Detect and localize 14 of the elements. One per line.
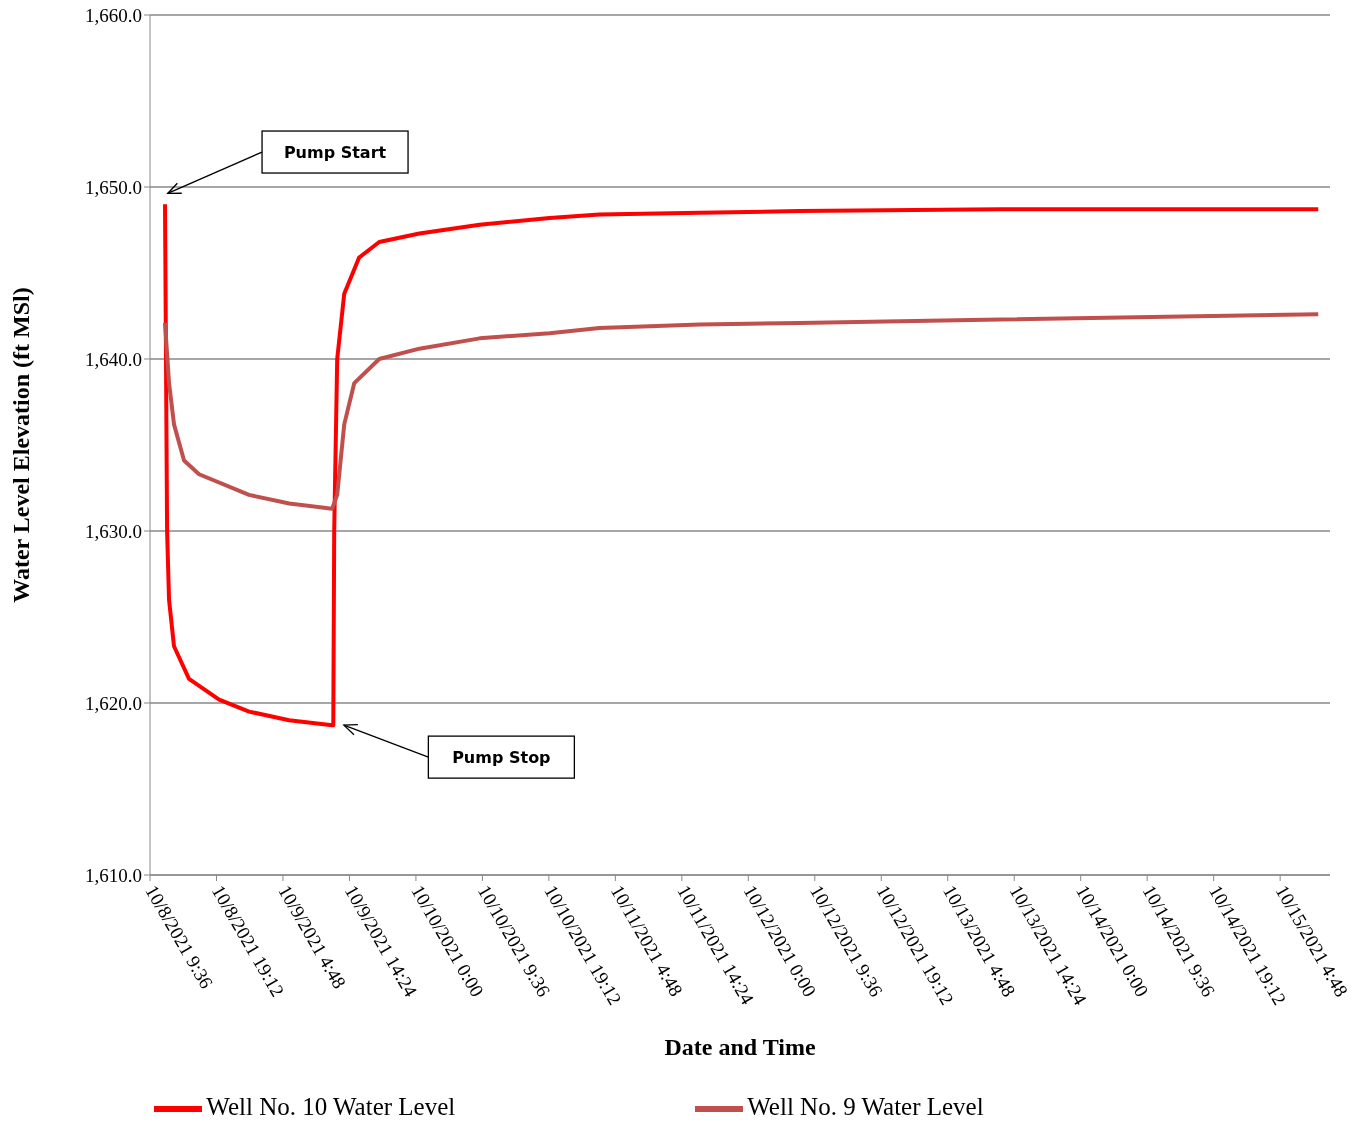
- y-tick-label: 1,650.0: [85, 176, 142, 198]
- legend-label: Well No. 9 Water Level: [747, 1092, 984, 1120]
- annotation: Pump Start: [283, 143, 387, 163]
- y-tick-label: 1,620.0: [85, 692, 142, 714]
- y-tick-label: 1,660.0: [85, 4, 142, 26]
- annotation: Pump Stop: [452, 748, 551, 768]
- legend-label: Well No. 10 Water Level: [206, 1092, 456, 1120]
- y-tick-label: 1,610.0: [85, 864, 142, 886]
- y-axis-title: Water Level Elevation (ft MSl): [7, 287, 34, 603]
- line-series: [163, 202, 1321, 728]
- y-tick-label: 1,640.0: [85, 348, 142, 370]
- line-series: [163, 312, 1321, 511]
- y-tick-label: 1,630.0: [85, 520, 142, 542]
- x-axis-title: Date and Time: [664, 1034, 816, 1060]
